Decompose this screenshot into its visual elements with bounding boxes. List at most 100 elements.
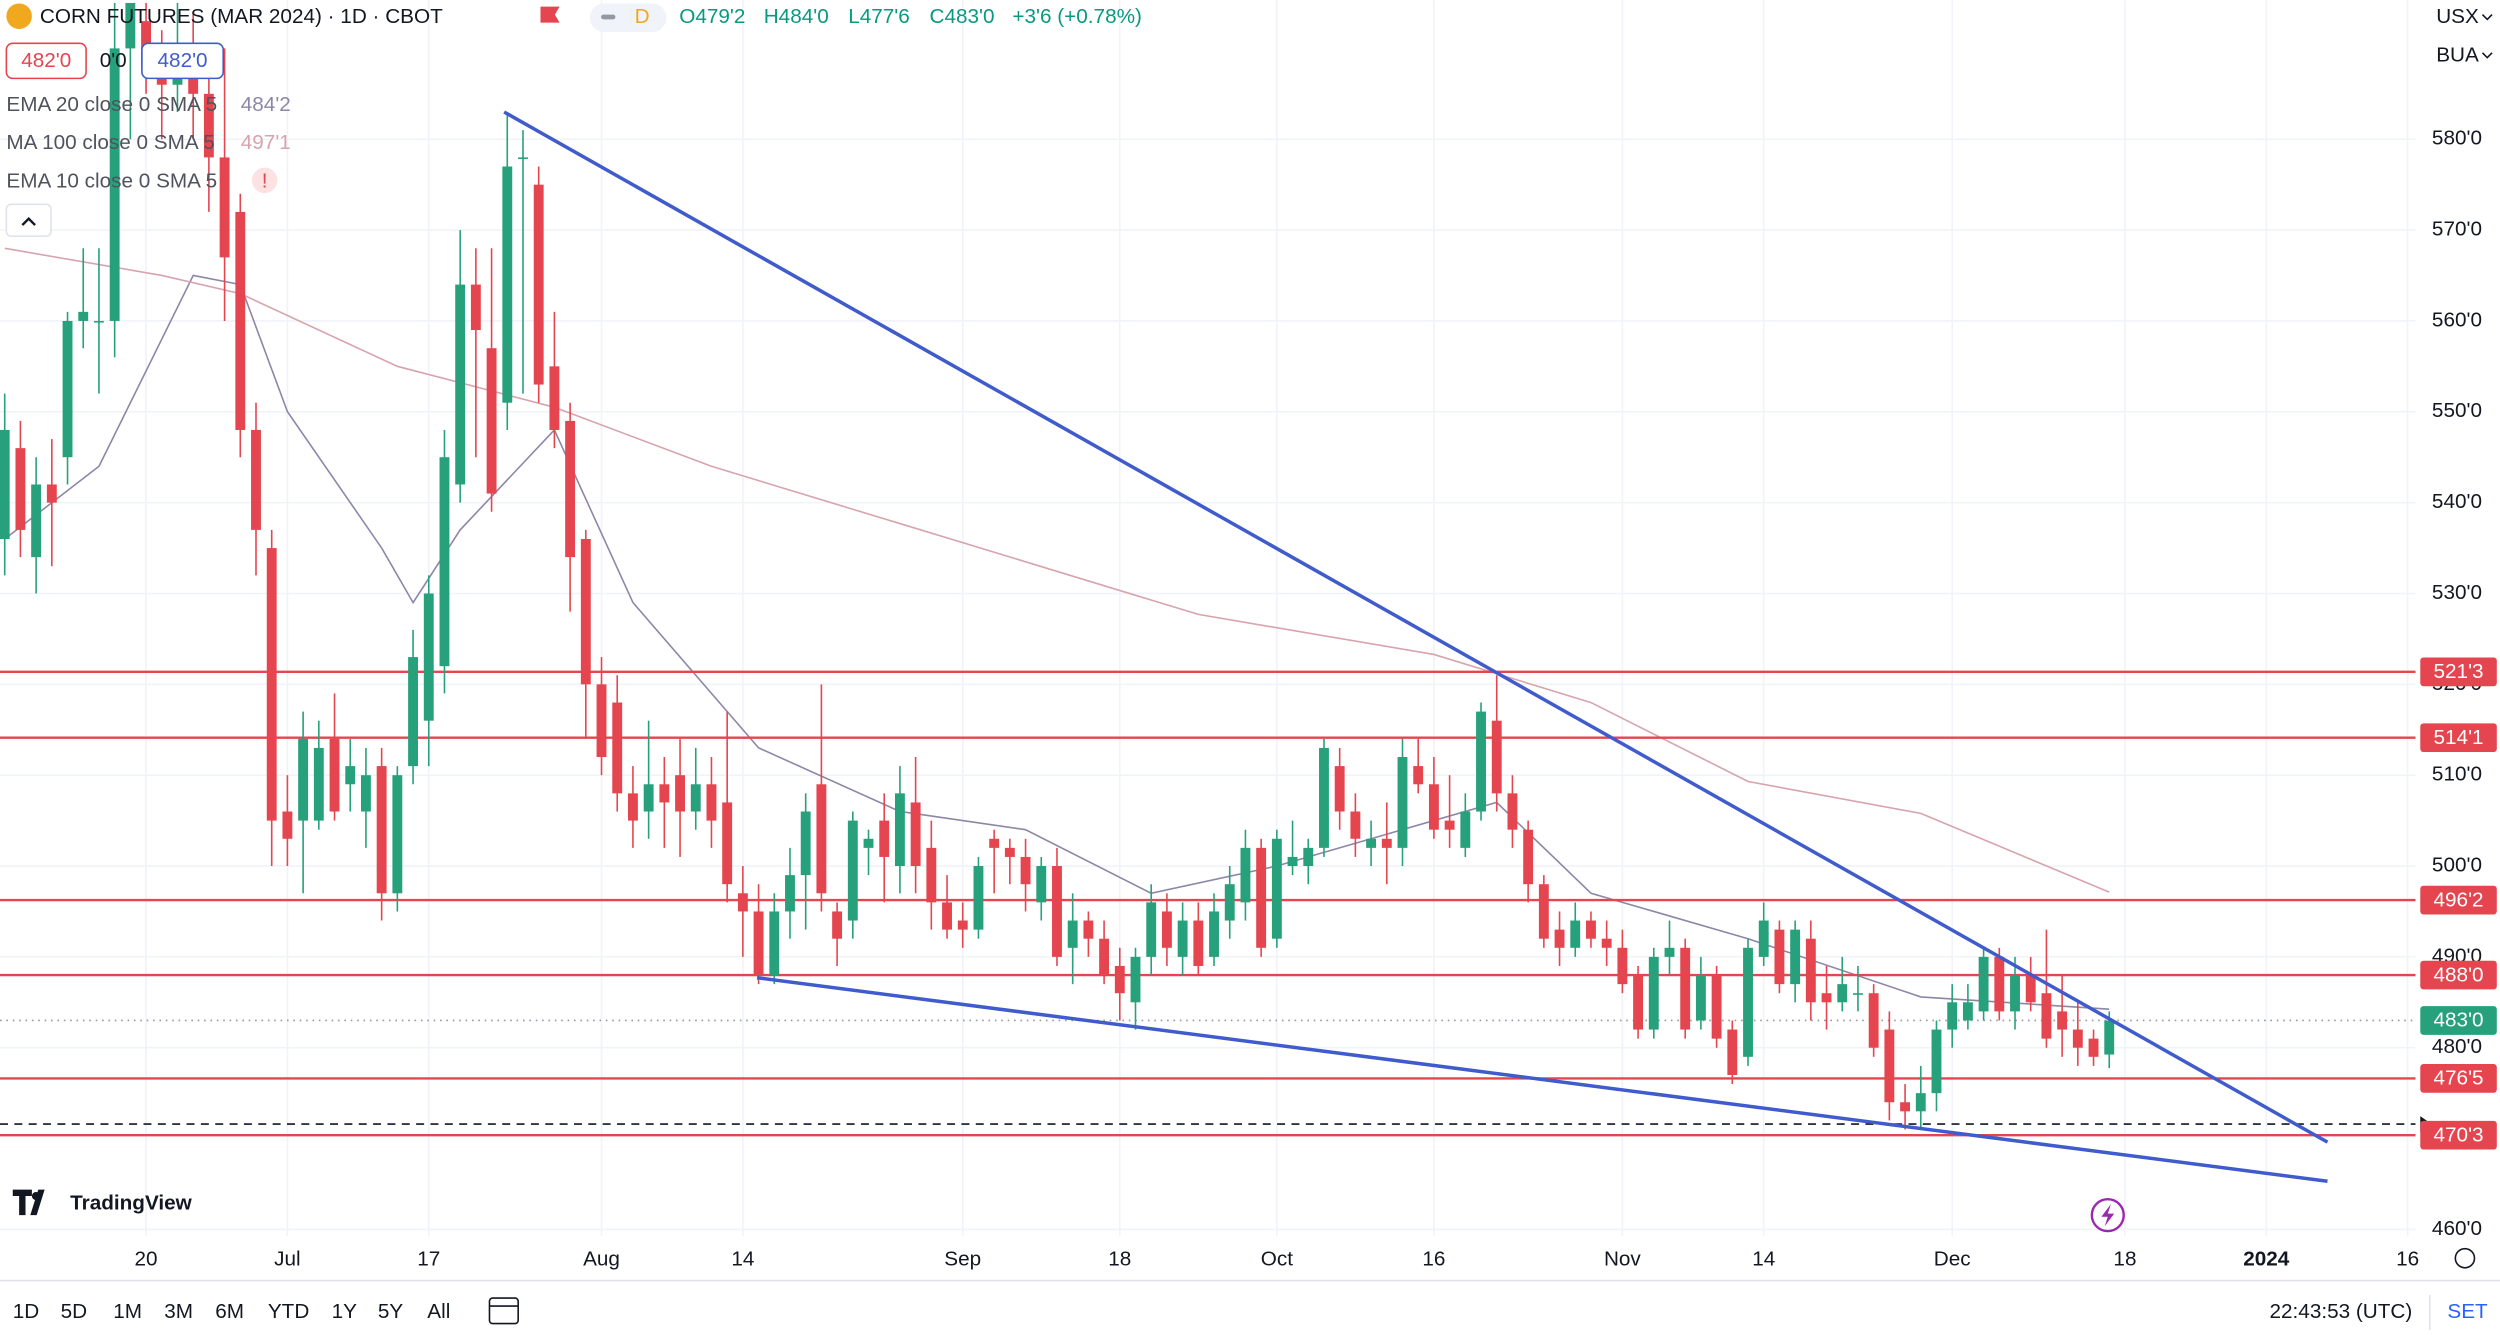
calendar-icon[interactable] [488,1297,519,1325]
interval-badge[interactable] [589,3,667,33]
indicator-label[interactable]: EMA 10 close 0 SMA 5 [6,169,217,192]
trendline [756,976,2328,1183]
candle-body [423,593,434,721]
x-tick-label: 16 [2396,1247,2419,1270]
range-button[interactable]: 1Y [332,1300,358,1323]
candle-body [1947,1002,1958,1030]
candle-body [1664,947,1675,957]
range-button[interactable]: YTD [268,1300,309,1323]
candle-body [1319,747,1329,848]
chevron-up [21,216,36,226]
x-tick-label: Jul [274,1247,301,1270]
candle-body [1727,1029,1738,1075]
candle-body [2072,1029,2083,1048]
range-button[interactable]: 6M [215,1300,244,1323]
sell-box[interactable] [5,42,87,80]
interval-letter: D [635,5,650,28]
candle-body [235,211,246,430]
candle-body [1837,984,1848,1003]
candle-body [769,911,780,976]
x-tick-label: 14 [1752,1247,1775,1270]
candle-body [1538,884,1549,939]
candle-body [1334,766,1345,812]
candle-body [957,920,968,930]
indicator-label[interactable]: MA 100 close 0 SMA 5 [6,131,214,154]
candle-body [1099,938,1110,976]
range-button[interactable]: 5Y [378,1300,404,1323]
range-button[interactable]: 3M [164,1300,193,1323]
candle-body [832,911,843,939]
range-button[interactable]: 1D [13,1300,40,1323]
candle-body [894,793,905,867]
candle-body [470,284,481,331]
warning-badge[interactable] [251,167,278,194]
x-tick-label: Aug [583,1247,620,1270]
candle-body [690,784,701,812]
x-tick-label: 18 [1108,1247,1131,1270]
candle-body [455,284,466,485]
symbol-icon [6,3,32,29]
settings-button[interactable]: SET [2447,1300,2488,1323]
candle-body [1428,784,1439,830]
settings-gear[interactable] [2454,1247,2476,1269]
candle-body [94,320,104,323]
candle-body [266,548,277,821]
unit-selector[interactable]: USX [2436,5,2479,28]
candle-body [643,784,654,812]
candle-body [942,902,952,930]
candle-body [1020,856,1031,885]
range-button[interactable]: 1M [113,1300,142,1323]
lightning-button[interactable] [2090,1198,2125,1233]
y-tick-label: 480'0 [2432,1035,2482,1058]
logo-dot [31,1192,40,1201]
level-box [2420,723,2497,753]
candle-body [1586,920,1596,939]
candle-body [627,793,638,821]
candle-body [565,420,576,558]
candle-body [1130,956,1141,1003]
candle-body [313,747,324,821]
level-label: 514'1 [2434,726,2484,749]
current-price-label: 483'0 [2434,1009,2484,1032]
x-tick-label: 2024 [2243,1247,2290,1270]
candle-body [1680,947,1691,1030]
range-button[interactable]: 5D [61,1300,87,1323]
candle-body [0,429,10,539]
currency-selector[interactable]: BUA [2436,44,2479,67]
candle-body [989,838,1000,848]
candle-body [1633,975,1644,1030]
candle-body [737,893,748,912]
candle-body [1790,929,1801,985]
candle-body [1884,1029,1895,1103]
candle-body [596,684,607,758]
level-box [2420,657,2497,687]
candle-body [502,166,513,403]
candle-body [1523,829,1534,885]
candle-body [2025,975,2036,1003]
sell-price: 482'0 [21,49,71,72]
range-button[interactable]: All [427,1300,450,1323]
ohlc-close: C483'0 [930,5,995,28]
candle-body [1036,866,1047,903]
candle-body [1303,847,1314,867]
candle-body [1397,757,1408,848]
indicator-label[interactable]: EMA 20 close 0 SMA 5 [6,93,217,116]
flag-icon[interactable] [540,6,560,23]
candle-body [1507,793,1518,830]
level-label: 476'5 [2434,1067,2484,1090]
candle-body [675,775,685,812]
candle-body [1805,938,1816,1003]
candle-body [1083,920,1094,939]
candle-body [753,911,764,976]
logo-text: TradingView [70,1191,193,1214]
clock: 22:43:53 (UTC) [2270,1300,2413,1323]
candle-body [910,802,921,867]
y-tick-label: 500'0 [2432,854,2482,877]
candle-body [1994,956,2005,1012]
buy-box[interactable] [141,42,225,80]
candle-body [1695,975,1706,1021]
candle-body [2088,1038,2099,1057]
candle-body [1853,993,1863,995]
candle-body [1868,993,1879,1048]
candle-body [973,866,984,930]
